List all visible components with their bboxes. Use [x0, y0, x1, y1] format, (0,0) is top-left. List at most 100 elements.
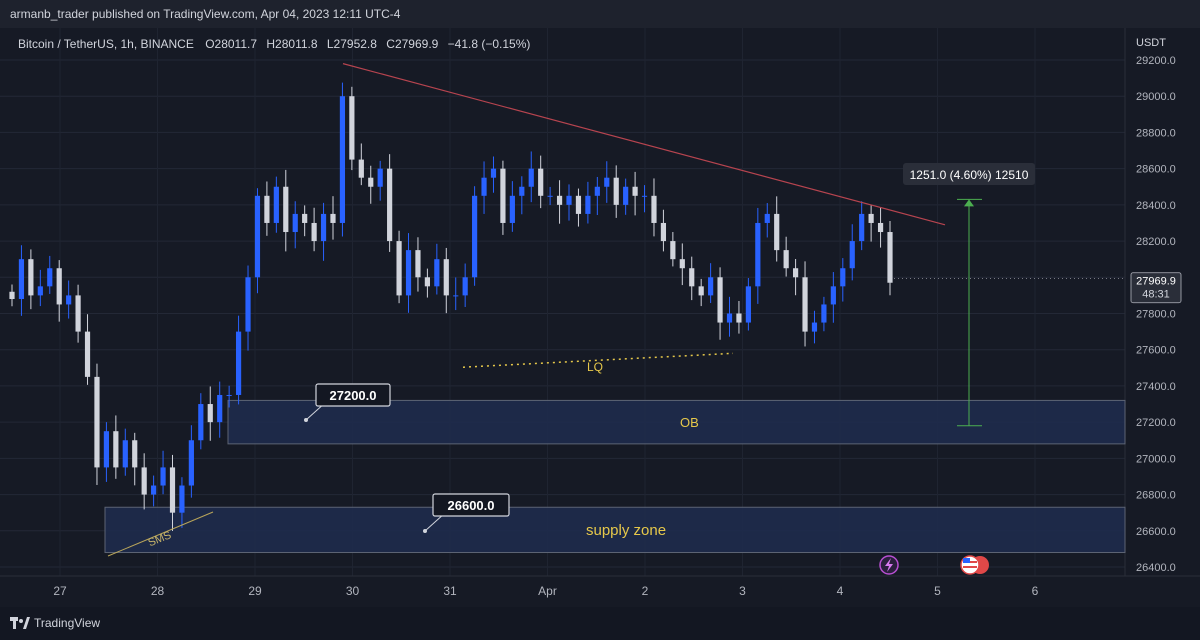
supply-zone[interactable] [104, 506, 1126, 554]
us-flag-event-icon[interactable] [960, 555, 989, 575]
candle-body [122, 440, 128, 468]
candle-body [708, 277, 714, 296]
callout-ob[interactable]: 27200.0 [304, 383, 391, 422]
time-tick-label: 6 [1032, 584, 1039, 598]
candle-body [462, 277, 468, 296]
sms-line[interactable] [107, 511, 214, 557]
candle-body [783, 250, 789, 269]
candle-body [604, 177, 610, 187]
last-price-countdown: 48:31 [1142, 289, 1170, 301]
candle-body [575, 195, 582, 214]
time-tick-label: 28 [151, 584, 165, 598]
candle-body [830, 286, 836, 305]
candle-body [113, 431, 119, 468]
publish-bar: armanb_trader published on TradingView.c… [0, 0, 1200, 28]
candle-body [358, 159, 364, 178]
publisher-line: armanb_trader published on TradingView.c… [10, 7, 401, 21]
price-chart[interactable]: LQ SMS OB supply zone 27200.0 26600.0 1 [0, 28, 1200, 607]
legend-low: L27952.8 [327, 37, 377, 51]
candle-body [859, 213, 865, 242]
candle-body [651, 195, 657, 223]
candle-body [481, 177, 487, 196]
candle-body [736, 313, 742, 323]
legend-symbol: Bitcoin / TetherUS, 1h, BINANCE [18, 37, 194, 51]
candle-body [472, 195, 478, 278]
candle-body [226, 394, 232, 396]
callout-supply-text: 26600.0 [448, 498, 495, 513]
price-tick-label: 26600.0 [1136, 526, 1176, 538]
candle-body [679, 259, 685, 269]
candle-body [509, 195, 515, 223]
price-tick-label: 27000.0 [1136, 453, 1176, 465]
candle-body [726, 313, 733, 323]
candle-body [434, 259, 440, 287]
price-tick-label: 27800.0 [1136, 309, 1176, 321]
candle-body [264, 195, 270, 223]
lightning-event-icon[interactable] [879, 555, 899, 575]
candle-body [821, 304, 827, 323]
candle-body [320, 213, 327, 242]
supply-label: supply zone [586, 522, 666, 539]
candle-body [349, 96, 355, 160]
candle-body [103, 431, 110, 468]
candle-body [415, 250, 421, 278]
candle-body [453, 295, 459, 297]
price-tick-label: 28200.0 [1136, 236, 1176, 248]
candle-body [670, 241, 676, 260]
candle-body [56, 268, 62, 305]
measure-tool[interactable]: 1251.0 (4.60%) 12510 [903, 163, 1035, 427]
candle-body [18, 259, 25, 300]
candle-body [585, 195, 591, 214]
candle-body [330, 213, 336, 223]
last-price-value: 27969.9 [1136, 276, 1176, 288]
legend-change: −41.8 (−0.15%) [448, 37, 531, 51]
time-tick-label: 29 [248, 584, 262, 598]
candle-body [849, 241, 855, 269]
candle-body [500, 168, 506, 223]
trendline[interactable] [342, 63, 946, 226]
candle-body [698, 286, 704, 296]
candle-body [689, 268, 695, 287]
candle-body [556, 195, 563, 205]
price-tick-label: 29200.0 [1136, 55, 1176, 67]
ob-label: OB [680, 415, 699, 430]
candle-body [547, 195, 553, 197]
candle-body [37, 286, 43, 296]
candle-body [405, 250, 412, 296]
svg-text:Bitcoin / TetherUS, 1h, BINANC: Bitcoin / TetherUS, 1h, BINANCE O28011.7… [18, 37, 530, 51]
candle-body [887, 232, 893, 283]
candle-body [802, 277, 808, 332]
callout-supply[interactable]: 26600.0 [423, 493, 510, 533]
ob-zone[interactable] [227, 399, 1126, 445]
measure-label: 1251.0 (4.60%) 12510 [910, 168, 1029, 182]
legend-high: H28011.8 [266, 37, 317, 51]
lq-label: LQ [587, 360, 603, 374]
candle-body [273, 186, 279, 223]
price-tick-label: 29000.0 [1136, 91, 1176, 103]
candle-body [254, 195, 261, 278]
time-tick-label: 4 [837, 584, 844, 598]
candle-body [594, 186, 600, 196]
time-axis[interactable]: 27 28 29 30 31 Apr 2 3 4 5 6 [53, 584, 1038, 598]
price-tick-label: 26400.0 [1136, 562, 1176, 574]
candle-body [198, 404, 204, 441]
time-tick-label: Apr [538, 584, 557, 598]
candle-body [217, 394, 223, 423]
candle-body [9, 291, 15, 300]
candle-body [151, 485, 157, 495]
candle-body [160, 467, 166, 486]
candles [9, 82, 893, 531]
candle-body [792, 268, 799, 278]
time-tick-label: 31 [443, 584, 457, 598]
candle-body [94, 376, 100, 468]
price-axis[interactable]: USDT 29200.0 29000.0 28800.0 28600.0 28400.0… [1136, 37, 1176, 574]
candle-body [877, 222, 884, 233]
candle-body [717, 277, 723, 323]
price-tick-label: 28600.0 [1136, 164, 1176, 176]
legend-close: C27969.9 [386, 37, 438, 51]
candle-body [490, 168, 497, 178]
candle-body [311, 222, 317, 242]
candle-body [424, 277, 430, 287]
chart-area[interactable]: LQ SMS OB supply zone 27200.0 26600.0 1 [0, 28, 1200, 607]
candle-body [840, 268, 846, 287]
